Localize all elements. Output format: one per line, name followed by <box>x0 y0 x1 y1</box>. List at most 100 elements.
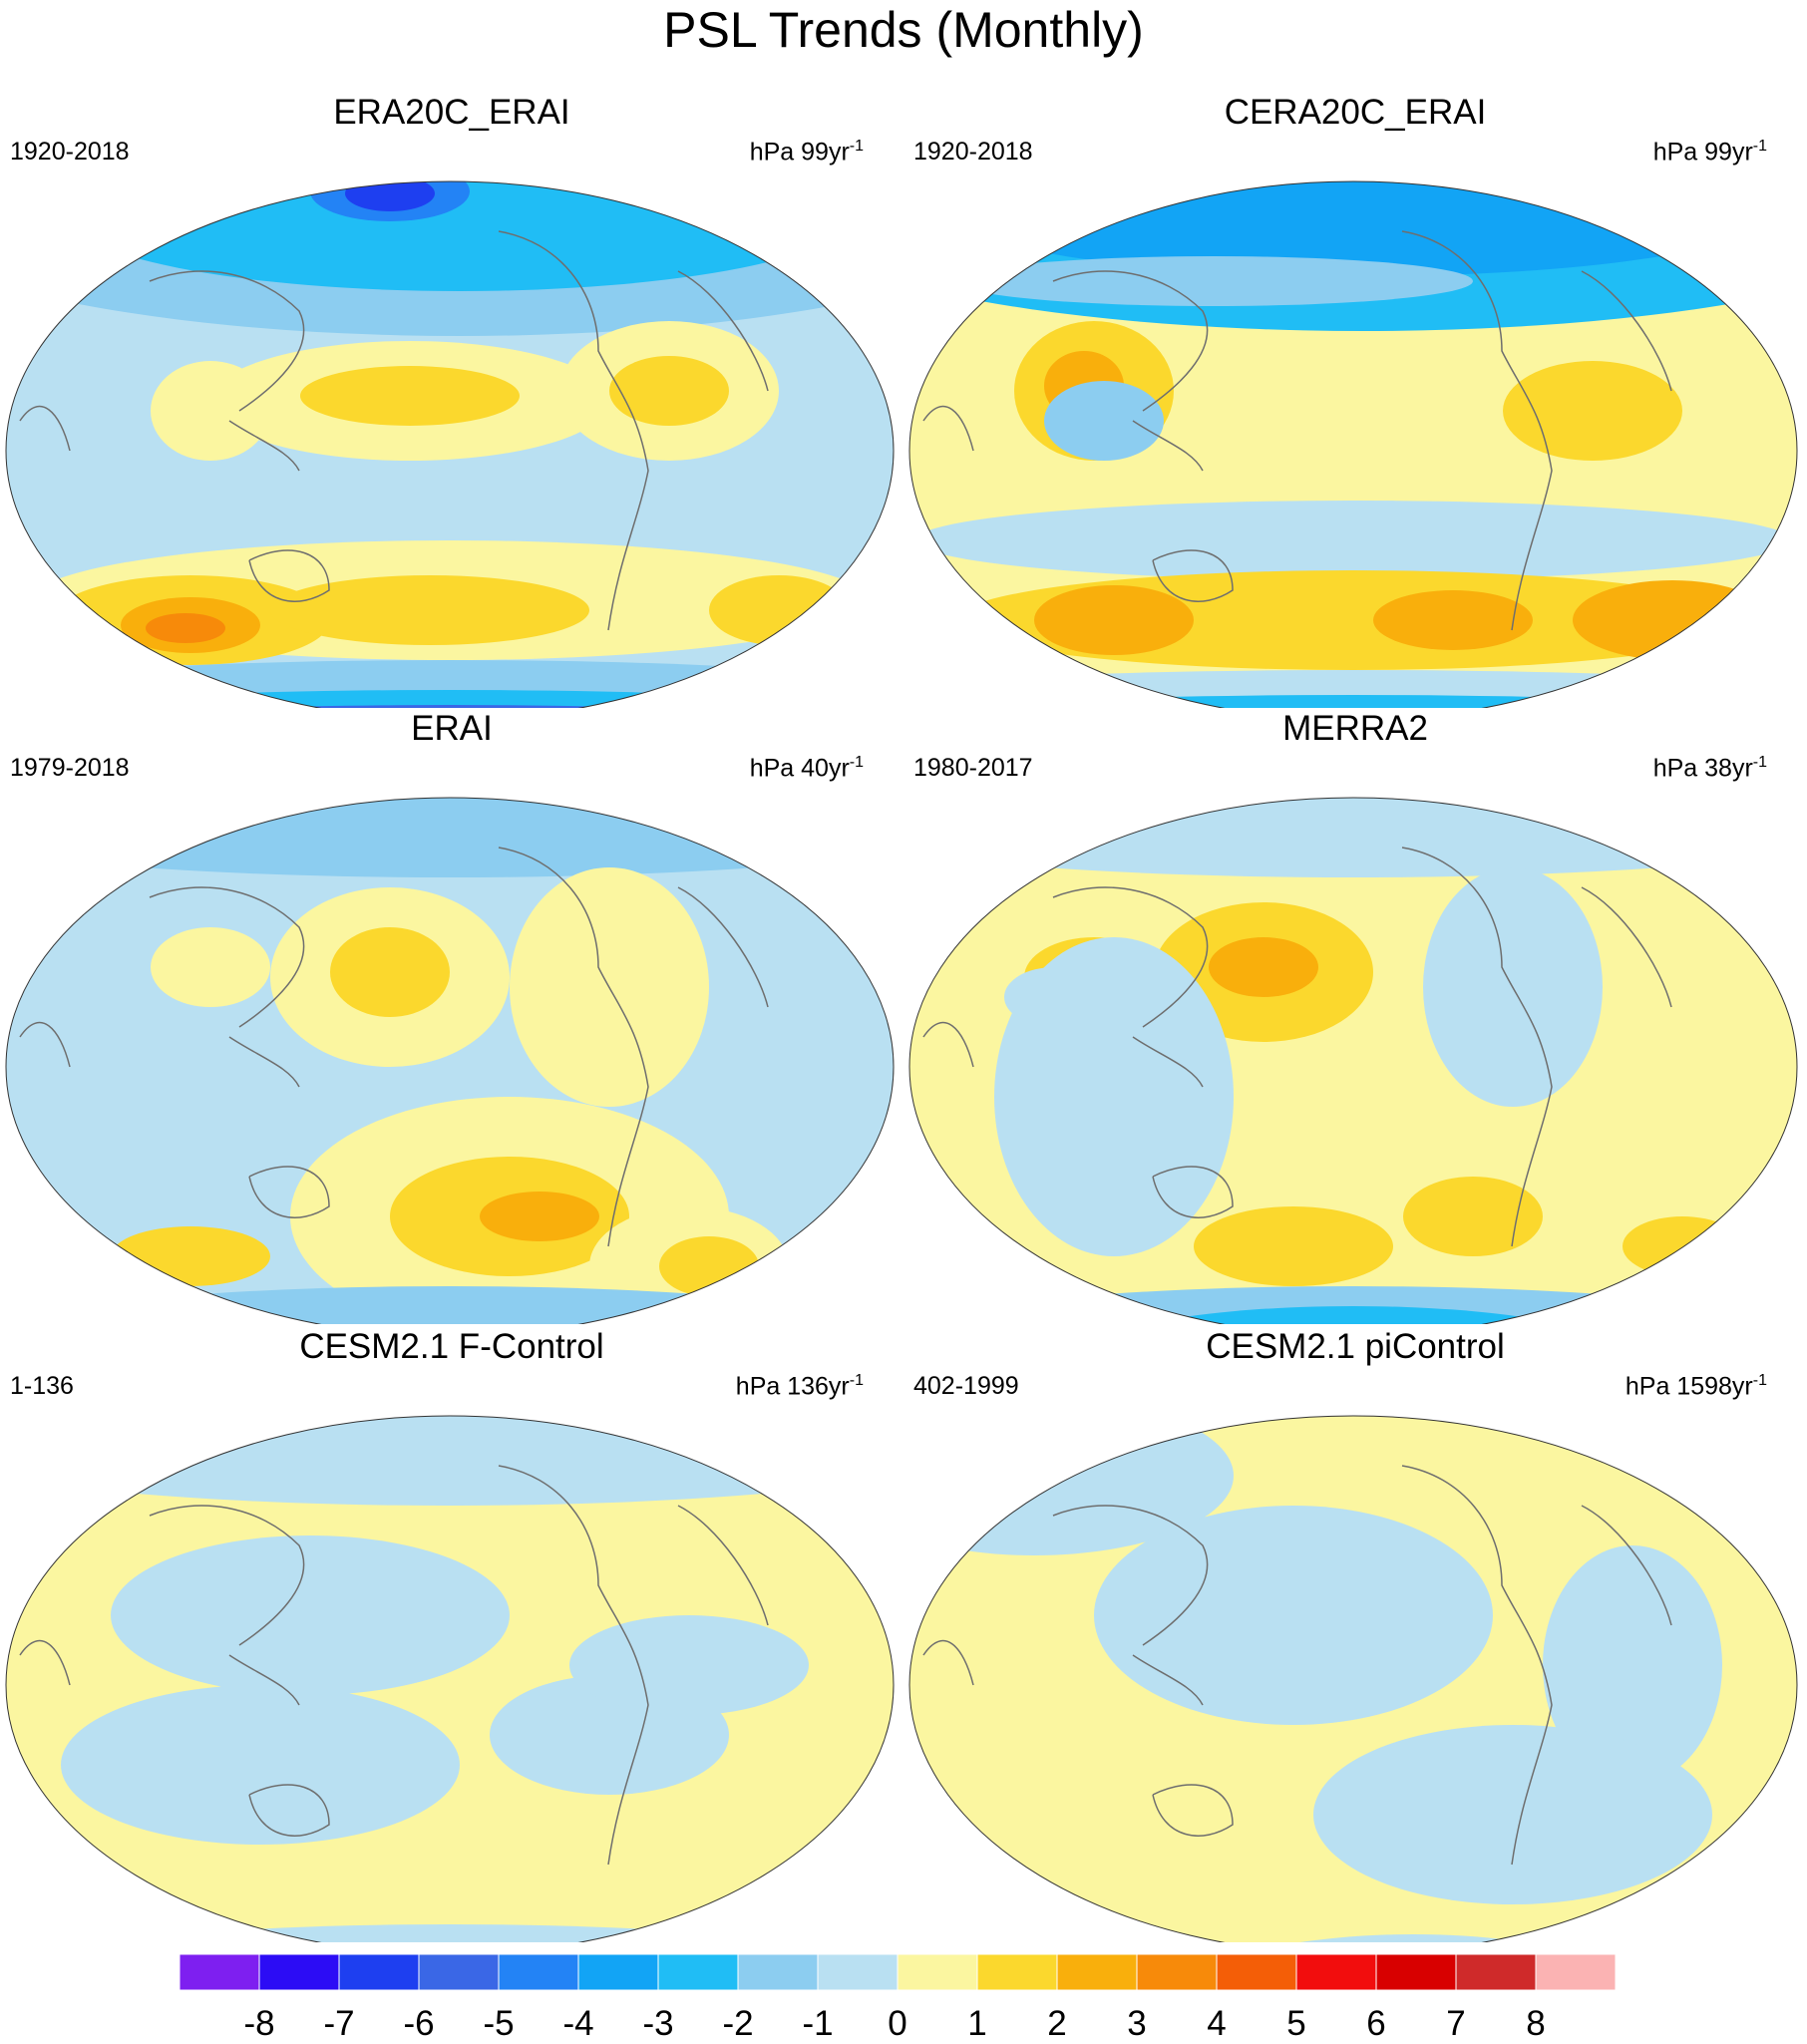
contour-region <box>964 181 1762 276</box>
panel-period: 402-1999 <box>913 1372 1019 1400</box>
colorbar-label: -6 <box>403 2004 435 2043</box>
coastline <box>149 270 305 412</box>
contour-region <box>1623 1216 1742 1276</box>
contour-region <box>146 613 225 643</box>
contour-region <box>1034 585 1194 655</box>
contour-region <box>609 356 729 426</box>
coastline <box>149 1505 305 1646</box>
coastline <box>677 1505 769 1626</box>
map-panel: MERRA2 1980-2017 hPa 38yr-1 <box>904 708 1807 1324</box>
units-text: hPa 136yr <box>735 1372 850 1401</box>
coastline <box>248 1784 330 1837</box>
panel-units: hPa 136yr-1 <box>736 1366 864 1401</box>
coastline <box>1052 270 1209 412</box>
coastline <box>1581 1505 1672 1626</box>
colorbar-label: 4 <box>1207 2004 1227 2043</box>
contour-region <box>111 1535 510 1695</box>
coastline <box>677 886 769 1008</box>
colorbar-label: -2 <box>722 2004 754 2043</box>
colorbar-segment <box>577 1954 659 1990</box>
units-text: hPa 99yr <box>749 138 850 167</box>
panel-units: hPa 99yr-1 <box>750 132 864 167</box>
contour-region <box>480 1192 599 1241</box>
panel-period: 1980-2017 <box>913 754 1033 782</box>
contour-region <box>909 695 1797 708</box>
coastline <box>1132 1036 1204 1088</box>
map-outline <box>908 1415 1798 1942</box>
coastline <box>228 420 300 472</box>
contour-region <box>1209 937 1318 997</box>
coastline <box>248 1166 330 1218</box>
map-projection <box>5 180 895 708</box>
map-projection <box>908 797 1798 1324</box>
colorbar-label: 6 <box>1366 2004 1386 2043</box>
colorbar-segment <box>817 1954 899 1990</box>
colorbar-segment <box>338 1954 420 1990</box>
coastline <box>1152 1784 1234 1837</box>
contour-region <box>1373 590 1533 650</box>
contour-region <box>709 575 849 645</box>
colorbar-label: 7 <box>1446 2004 1466 2043</box>
colorbar-segment <box>1455 1954 1537 1990</box>
units-exponent: -1 <box>1752 138 1767 155</box>
map-outline <box>5 1415 895 1942</box>
coastline <box>19 1021 71 1068</box>
contour-region <box>1094 1506 1493 1725</box>
coastline <box>1152 1166 1234 1218</box>
coastline <box>1581 270 1672 392</box>
map-panel: CESM2.1 F-Control 1-136 hPa 136yr-1 <box>0 1326 904 1942</box>
coastline <box>922 1021 974 1068</box>
contour-region <box>330 927 450 1017</box>
contour-region <box>1044 381 1164 461</box>
colorbar-label: 0 <box>888 2004 907 2043</box>
panel-period: 1920-2018 <box>10 138 130 166</box>
colorbar-label: 1 <box>967 2004 987 2043</box>
panel-units: hPa 38yr-1 <box>1653 748 1767 783</box>
colorbar-segment <box>418 1954 500 1990</box>
coastline <box>19 405 71 452</box>
units-exponent: -1 <box>1752 754 1767 771</box>
map-projection <box>908 1415 1798 1942</box>
coastline <box>498 230 649 631</box>
colorbar-segment <box>180 1954 260 1990</box>
contour-region <box>914 501 1792 580</box>
contour-region <box>1503 361 1682 461</box>
colorbar-label: -5 <box>483 2004 515 2043</box>
colorbar-segment <box>1056 1954 1138 1990</box>
contour-region <box>6 1924 894 1942</box>
coastline <box>1132 420 1204 472</box>
map-outline <box>5 180 895 708</box>
coastline <box>228 1654 300 1706</box>
panel-period: 1979-2018 <box>10 754 130 782</box>
panel-title: MERRA2 <box>1282 709 1428 748</box>
panel-title: ERAI <box>411 709 493 748</box>
coastline <box>1132 1654 1204 1706</box>
colorbar-segment <box>1216 1954 1297 1990</box>
units-text: hPa 40yr <box>749 754 850 783</box>
contour-region <box>6 1286 894 1324</box>
coastline <box>248 549 330 602</box>
map-projection <box>5 797 895 1324</box>
colorbar-segment <box>737 1954 819 1990</box>
coastline <box>922 1639 974 1686</box>
panel-period: 1-136 <box>10 1372 74 1400</box>
panel-period: 1920-2018 <box>913 138 1033 166</box>
colorbar-segment <box>897 1954 978 1990</box>
colorbar-label: 8 <box>1526 2004 1546 2043</box>
units-text: hPa 1598yr <box>1625 1372 1753 1401</box>
units-text: hPa 38yr <box>1652 754 1753 783</box>
colorbar-segment <box>1295 1954 1377 1990</box>
contour-region <box>1573 580 1772 660</box>
contour-region <box>954 256 1473 306</box>
map-projection <box>5 1415 895 1942</box>
colorbar-segment <box>657 1954 739 1990</box>
colorbar-label: -4 <box>562 2004 594 2043</box>
contour-region <box>1543 1545 1722 1785</box>
panel-title: CESM2.1 piControl <box>1206 1327 1505 1366</box>
coastline <box>1052 1505 1209 1646</box>
coastline <box>922 405 974 452</box>
colorbar-segment <box>1375 1954 1457 1990</box>
contour-region <box>1403 1177 1543 1256</box>
map-panel: ERAI 1979-2018 hPa 40yr-1 <box>0 708 904 1324</box>
map-panel: CERA20C_ERAI 1920-2018 hPa 99yr-1 <box>904 92 1807 708</box>
